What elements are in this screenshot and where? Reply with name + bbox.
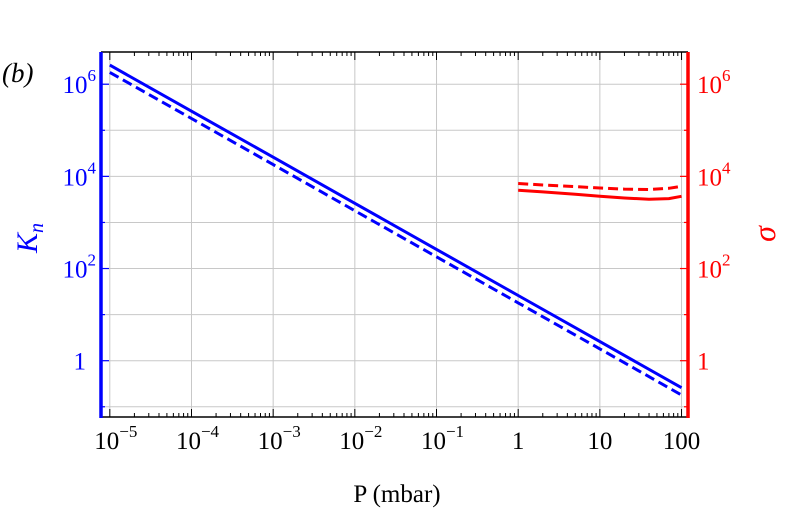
y-axis-label-right: σ [746,225,782,242]
x-tick-label-base: 100 [663,428,701,455]
y-axis-label-left: Kn [11,223,48,254]
y-tick-label-left-base: 10 [63,164,88,191]
x-tick-label: 100 [663,428,701,455]
series-layer [109,63,683,397]
y-tick-label-right-base: 10 [697,72,722,99]
panel-label: (b) [2,58,33,88]
x-tick-label: 1 [512,428,525,455]
y-tick-label-left-base: 10 [63,257,88,284]
series-line-right-dashed [518,182,682,191]
x-tick-label-base: 10 [94,428,119,455]
y-axis-label-left-main: K [11,231,44,254]
y-axis-label-left-subscript: n [26,223,48,233]
y-tick-label-right: 1 [697,349,710,376]
series-line-left-dashed [109,71,683,397]
x-tick-label-base: 10 [258,428,283,455]
axes-layer [99,51,690,418]
x-tick-label: 10−2 [339,422,382,455]
y-tick-label-left-exponent: 2 [88,251,97,270]
y-tick-label-left: 1 [74,349,87,376]
y-tick-label-left-exponent: 6 [88,66,97,85]
y-tick-label-right-base: 10 [697,257,722,284]
y-tick-label-right: 102 [697,251,731,284]
y-tick-label-left-base: 1 [74,349,87,376]
x-tick-label: 10−4 [176,422,220,455]
x-tick-label: 10−1 [421,422,464,455]
x-tick-label-base: 10 [176,428,201,455]
x-tick-label: 10−3 [258,422,301,455]
x-tick-label-exponent: −5 [119,422,137,441]
x-tick-label-exponent: −1 [446,422,464,441]
grid-lines [101,52,688,417]
x-tick-label-base: 10 [587,428,612,455]
y-tick-label-left: 106 [63,66,97,99]
x-tick-label-base: 10 [421,428,446,455]
x-tick-label-exponent: −2 [364,422,382,441]
x-axis-label: P (mbar) [353,481,440,508]
x-tick-label-base: 1 [512,428,525,455]
series-line-right-solid [518,188,682,201]
y-tick-label-right-exponent: 2 [722,251,731,270]
y-tick-label-right-exponent: 4 [722,158,731,177]
x-tick-label-base: 10 [339,428,364,455]
y-tick-label-left-base: 10 [63,72,88,99]
y-tick-label-left: 102 [63,251,97,284]
y-tick-label-left-exponent: 4 [88,158,97,177]
y-tick-label-right-base: 10 [697,164,722,191]
y-tick-label-right-exponent: 6 [722,66,731,85]
y-tick-label-left: 104 [63,158,97,191]
y-tick-label-right-base: 1 [697,349,710,376]
y-tick-label-right: 104 [697,158,731,191]
series-line-left-solid [109,63,683,390]
y-tick-label-right: 106 [697,66,731,99]
tick-labels: 10−5 10−4 10−3 10−2 10−1 1 10 10011021041061102… [63,66,732,455]
x-tick-label: 10−5 [94,422,137,455]
x-tick-label-exponent: −3 [283,422,301,441]
x-tick-label: 10 [587,428,612,455]
x-tick-label-exponent: −4 [201,422,220,441]
